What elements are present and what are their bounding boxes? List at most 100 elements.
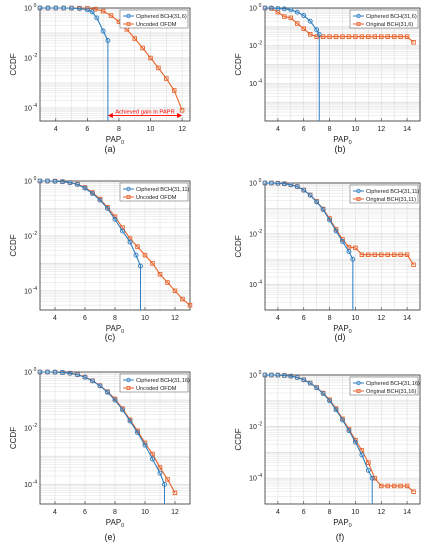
x-tick-label: 8 (113, 509, 117, 516)
y-tick-exponent: -4 (258, 280, 263, 286)
x-axis-label-subscript: 0 (349, 140, 352, 146)
y-tick-exponent: 0 (34, 367, 37, 373)
data-point-circle (37, 5, 43, 11)
x-axis-label: PAP0 (106, 135, 124, 146)
y-tick-label: 10 (24, 6, 32, 13)
legend-marker (126, 13, 131, 19)
y-tick-label: 10 (249, 476, 257, 483)
data-point-circle (157, 470, 163, 476)
x-tick-label: 4 (276, 315, 280, 322)
data-point-circle (100, 28, 106, 34)
data-point-circle (316, 31, 322, 37)
legend-label: Ciphered BCH(31,6) (366, 14, 417, 20)
x-tick-label: 6 (83, 315, 87, 322)
data-point-square (366, 460, 371, 465)
data-point-square (148, 55, 153, 61)
data-point-square (327, 34, 332, 39)
data-point-circle (60, 179, 65, 185)
data-point-circle (288, 373, 294, 379)
data-point-circle (112, 397, 118, 403)
data-point-square (372, 252, 378, 257)
data-point-circle (314, 385, 320, 391)
x-axis-label-subscript: 0 (349, 329, 352, 335)
data-point-circle (162, 481, 167, 487)
data-point-circle (138, 263, 143, 269)
x-axis-label: PAP0 (333, 324, 351, 335)
legend-label: Uncoded OFDM (136, 195, 177, 201)
data-point-square (165, 280, 170, 285)
panel-caption: (b) (335, 144, 346, 154)
data-point-circle (352, 439, 358, 445)
data-point-square (157, 465, 163, 470)
legend-label: Original BCH(31,6) (366, 22, 413, 28)
series-line-reference (264, 7, 414, 43)
data-point-square (353, 34, 358, 39)
data-point-circle (359, 452, 365, 458)
data-point-circle (37, 369, 43, 375)
data-point-circle (67, 180, 73, 186)
y-tick-exponent: 0 (259, 178, 262, 184)
data-point-circle (120, 228, 125, 234)
data-point-circle (94, 15, 100, 21)
legend-label: Original BCH(31,16) (366, 389, 417, 395)
y-tick-exponent: -2 (33, 423, 38, 429)
data-point-square (391, 34, 397, 39)
legend-box (349, 9, 419, 29)
y-tick-exponent: -4 (33, 286, 38, 292)
data-point-circle (275, 372, 281, 378)
legend-marker (126, 377, 131, 383)
data-point-circle (301, 187, 307, 193)
legend-label: Ciphered BCH(31,6) (136, 14, 187, 20)
data-point-circle (97, 383, 103, 389)
data-point-circle (60, 370, 65, 375)
data-point-square (404, 34, 410, 39)
legend: Ciphered BCH(31,16) Uncoded OFDM (119, 373, 190, 393)
axes-box (264, 7, 421, 122)
data-point-square (379, 34, 384, 39)
data-point-circle (262, 180, 268, 186)
data-point-circle (135, 430, 140, 435)
data-point-square (171, 88, 177, 93)
data-point-circle (281, 373, 287, 378)
data-point-square (140, 45, 145, 51)
data-point-square (132, 36, 137, 41)
legend-label: Ciphered BCH(31,16) (366, 381, 420, 387)
data-point-square (301, 26, 307, 31)
legend-box (119, 373, 189, 393)
data-point-circle (262, 5, 268, 11)
legend: Ciphered BCH(31,11) Original BCH(31,11) (349, 184, 420, 204)
data-point-circle (327, 217, 333, 223)
x-axis-label: PAP0 (333, 135, 351, 146)
legend-label: Original BCH(31,11) (366, 197, 416, 203)
x-tick-label: 12 (377, 126, 385, 133)
data-point-square (333, 34, 339, 39)
data-point-circle (105, 206, 110, 211)
data-point-square (385, 34, 390, 39)
data-point-square (366, 252, 371, 257)
y-tick-exponent: 0 (34, 176, 37, 182)
x-tick-label: 6 (85, 126, 89, 133)
series-line-ciphered (40, 180, 142, 267)
legend-label: Ciphered BCH(31,16) (136, 378, 190, 384)
x-tick-label: 12 (171, 315, 179, 322)
data-point-square (379, 252, 384, 257)
data-point-circle (275, 180, 281, 186)
data-point-square (179, 108, 185, 113)
data-point-circle (133, 252, 139, 258)
data-point-circle (327, 398, 333, 404)
data-point-circle (127, 418, 133, 424)
data-point-circle (127, 239, 133, 245)
x-tick-label: 4 (53, 509, 57, 516)
x-tick-label: 14 (403, 509, 411, 516)
data-point-square (346, 34, 352, 39)
y-tick-exponent: 0 (259, 370, 262, 376)
axes-box (39, 7, 191, 122)
data-point-square (404, 483, 410, 489)
data-point-square (359, 34, 365, 39)
legend-label: Ciphered BCH(31,11) (366, 189, 420, 195)
data-point-square (398, 483, 403, 489)
